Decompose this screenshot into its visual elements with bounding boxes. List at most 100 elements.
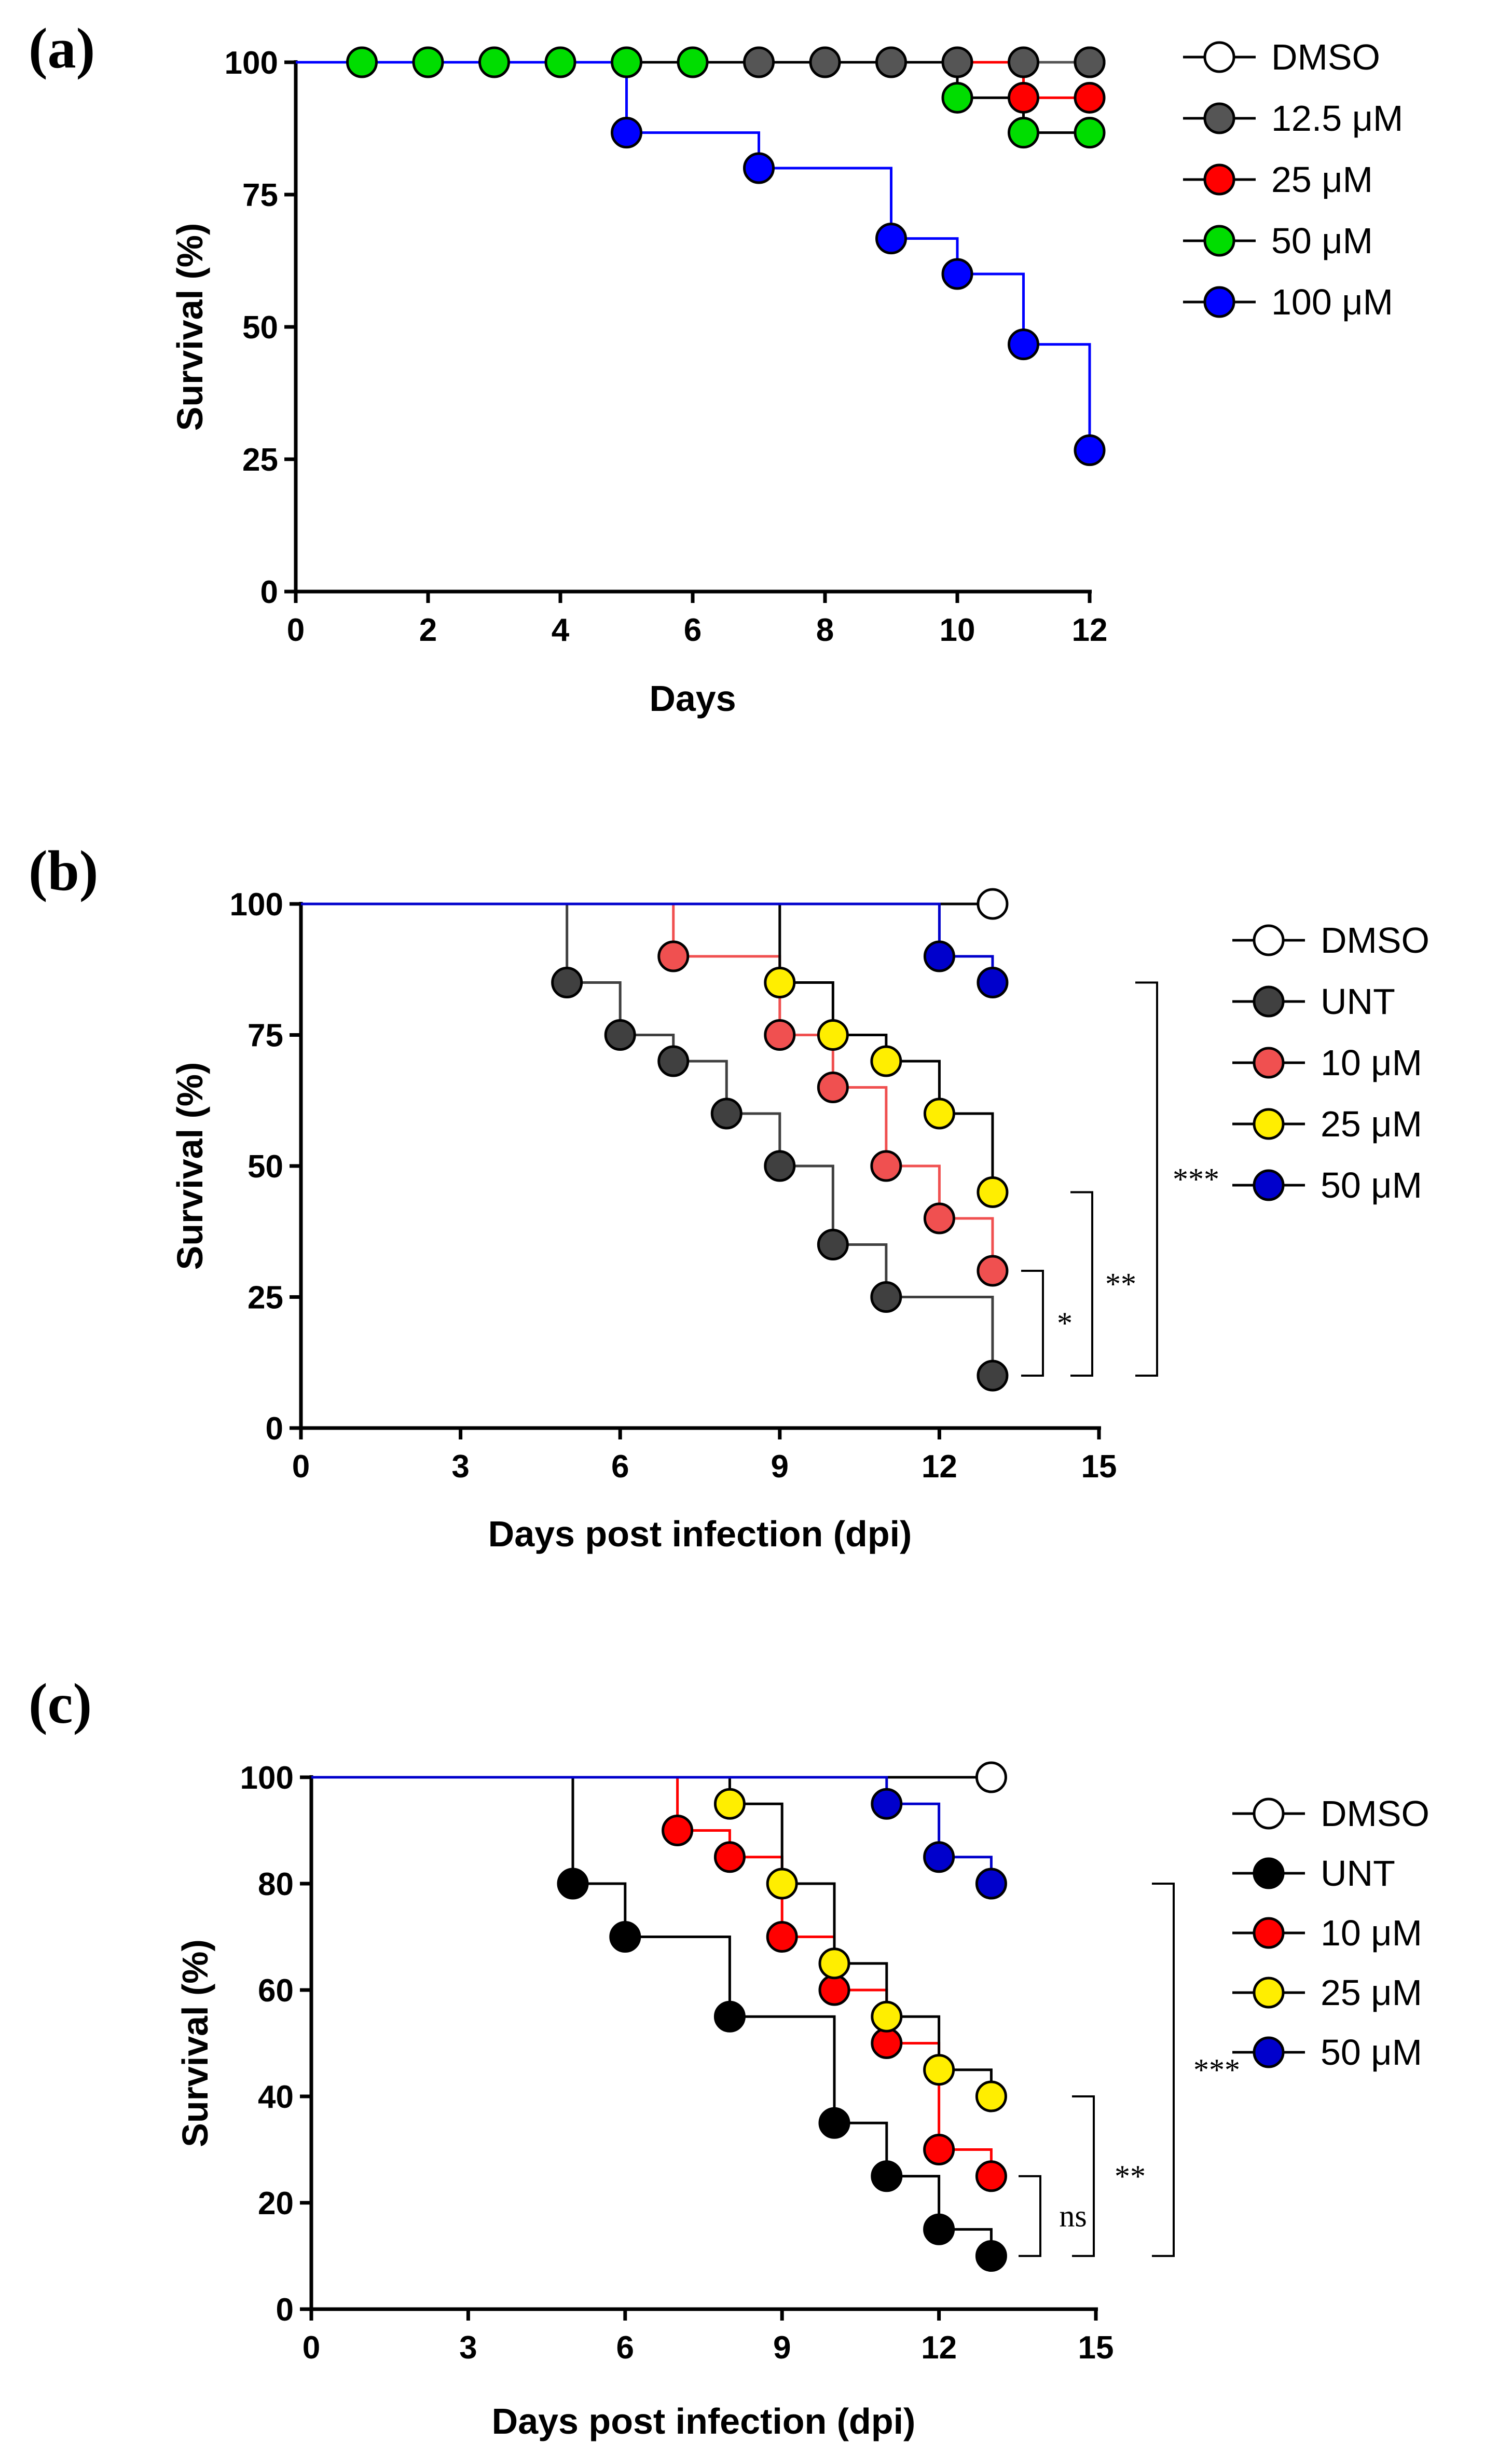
x-tick-label: 0 — [287, 612, 305, 648]
data-point — [923, 1841, 955, 1873]
x-tick-label: 4 — [552, 612, 570, 648]
data-point — [817, 1019, 849, 1051]
data-point — [818, 2107, 850, 2139]
legend-marker — [1253, 985, 1285, 1018]
legend-marker — [1253, 1857, 1285, 1889]
data-point — [611, 46, 642, 78]
data-point — [557, 1868, 589, 1900]
data-point — [941, 258, 973, 290]
data-point — [975, 1761, 1007, 1793]
significance-bracket — [1070, 1191, 1093, 1377]
x-axis-label: Days post infection (dpi) — [488, 1514, 912, 1554]
data-point — [551, 967, 583, 998]
x-tick-label: 12 — [921, 2330, 957, 2366]
legend-marker — [1253, 1047, 1285, 1079]
data-point — [764, 1150, 796, 1182]
data-point — [923, 2134, 955, 2165]
y-tick-label: 50 — [248, 1149, 283, 1185]
x-tick-label: 15 — [1078, 2330, 1114, 2366]
data-point — [870, 1045, 902, 1077]
y-tick-label: 60 — [258, 1973, 294, 2009]
x-tick-label: 12 — [922, 1449, 957, 1485]
legend-marker — [1203, 163, 1235, 196]
data-point — [817, 1229, 849, 1260]
y-tick-label: 100 — [230, 887, 283, 923]
y-tick-label: 25 — [242, 442, 278, 478]
data-point — [809, 46, 841, 78]
data-point — [923, 2213, 955, 2245]
legend-label: UNT — [1321, 1853, 1395, 1894]
data-point — [818, 1947, 850, 1980]
data-point — [412, 46, 444, 78]
data-point — [817, 1072, 849, 1103]
data-point — [657, 1045, 690, 1077]
data-point — [975, 1868, 1007, 1900]
legend-label: DMSO — [1321, 920, 1429, 961]
data-point — [1074, 434, 1106, 466]
data-point — [346, 46, 378, 78]
y-axis-label: Survival (%) — [175, 1939, 215, 2147]
series-line-25-m — [301, 902, 994, 1192]
x-tick-label: 9 — [771, 1449, 789, 1485]
y-tick-label: 40 — [258, 2079, 294, 2115]
data-point — [977, 1176, 1009, 1208]
data-point — [1008, 46, 1039, 78]
data-point — [1074, 117, 1106, 149]
data-point — [713, 2000, 746, 2033]
data-point — [941, 81, 973, 114]
significance-label: ** — [1115, 2159, 1146, 2193]
legend-marker — [1253, 1108, 1285, 1140]
legend-label: 25 μM — [1271, 159, 1373, 200]
data-point — [977, 1360, 1009, 1392]
x-tick-label: 0 — [292, 1449, 310, 1485]
data-point — [923, 1202, 955, 1234]
data-point — [975, 2160, 1007, 2192]
x-tick-label: 6 — [611, 1449, 629, 1485]
series-line-50-m — [301, 902, 994, 983]
significance-bracket — [1072, 2095, 1095, 2257]
legend-marker — [1203, 41, 1235, 73]
x-tick-label: 10 — [940, 612, 975, 648]
y-tick-label: 0 — [276, 2292, 294, 2328]
x-tick-label: 2 — [419, 612, 437, 648]
x-tick-label: 6 — [616, 2330, 634, 2366]
legend-label: DMSO — [1271, 37, 1380, 77]
legend-label: 25 μM — [1321, 1972, 1422, 2013]
data-point — [609, 1921, 641, 1953]
x-tick-label: 3 — [451, 1449, 469, 1485]
data-point — [818, 1974, 850, 2006]
data-point — [875, 223, 907, 255]
data-point — [713, 1788, 746, 1820]
data-point — [764, 967, 796, 998]
x-tick-label: 12 — [1072, 612, 1108, 648]
legend-marker — [1253, 1977, 1285, 2009]
legend-marker — [1253, 2036, 1285, 2068]
significance-bracket — [1152, 1883, 1175, 2257]
legend-marker — [1253, 1798, 1285, 1830]
data-point — [977, 888, 1009, 920]
y-axis-label: Survival (%) — [170, 1062, 210, 1270]
data-point — [1008, 117, 1039, 149]
data-point — [710, 1097, 743, 1130]
panel-letter: (b) — [29, 839, 98, 902]
data-point — [764, 1019, 796, 1051]
y-tick-label: 50 — [242, 310, 278, 346]
y-tick-label: 80 — [258, 1867, 294, 1902]
legend-marker — [1203, 102, 1235, 134]
legend-label: 50 μM — [1271, 221, 1373, 261]
data-point — [611, 117, 642, 149]
y-tick-label: 75 — [242, 177, 278, 213]
x-tick-label: 3 — [459, 2330, 477, 2366]
y-tick-label: 100 — [240, 1760, 294, 1796]
legend-marker — [1253, 924, 1285, 956]
x-axis-label: Days post infection (dpi) — [492, 2401, 916, 2441]
data-point — [478, 46, 510, 78]
series-line-10-m — [311, 1776, 993, 2176]
y-tick-label: 0 — [266, 1411, 283, 1447]
data-point — [657, 940, 690, 972]
x-tick-label: 8 — [816, 612, 834, 648]
data-point — [923, 1097, 955, 1130]
legend-label: 50 μM — [1321, 2032, 1422, 2073]
data-point — [677, 46, 709, 78]
legend-label: 25 μM — [1321, 1104, 1422, 1144]
